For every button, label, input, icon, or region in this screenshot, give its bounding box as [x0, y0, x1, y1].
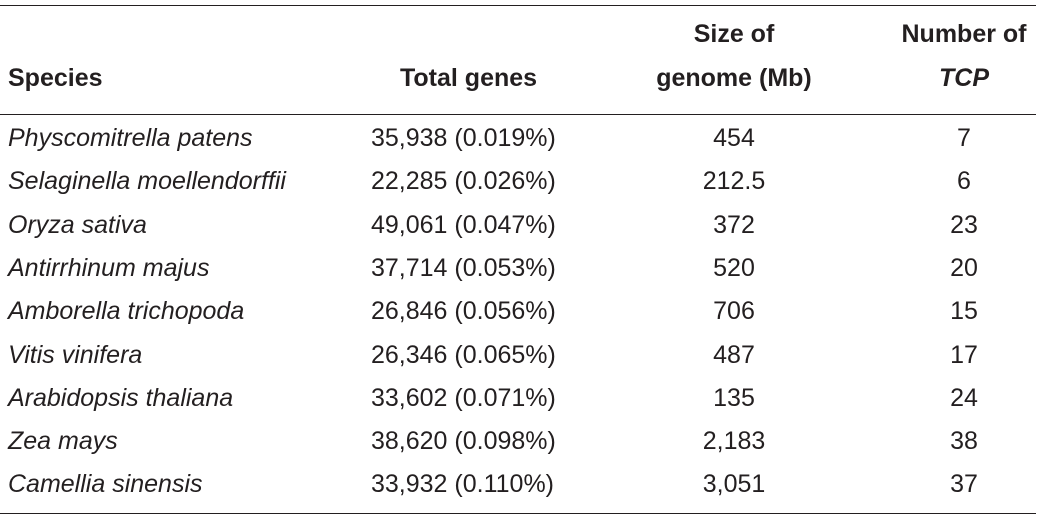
cell-species: Vitis vinifera	[8, 341, 143, 369]
table-bottom-rule	[0, 513, 1036, 514]
cell-species: Amborella trichopoda	[8, 297, 245, 325]
cell-total-genes: 22,285 (0.026%)	[371, 167, 556, 195]
cell-species: Physcomitrella patens	[8, 124, 253, 152]
cell-genome-size: 706	[713, 297, 755, 325]
header-tcp-line1: Number of	[901, 20, 1027, 48]
cell-genome-size: 3,051	[702, 470, 766, 498]
cell-total-genes: 38,620 (0.098%)	[371, 427, 556, 455]
cell-total-genes: 33,932 (0.110%)	[371, 470, 554, 498]
cell-species: Camellia sinensis	[8, 470, 203, 498]
cell-genome-size: 135	[713, 384, 755, 412]
cell-species: Zea mays	[8, 427, 118, 455]
cell-total-genes: 35,938 (0.019%)	[371, 124, 556, 152]
header-species: Species	[8, 64, 103, 92]
cell-total-genes: 33,602 (0.071%)	[371, 384, 556, 412]
cell-tcp-count: 23	[950, 211, 978, 239]
cell-tcp-count: 15	[950, 297, 978, 325]
cell-tcp-count: 37	[950, 470, 978, 498]
cell-tcp-count: 38	[950, 427, 978, 455]
cell-tcp-count: 24	[950, 384, 978, 412]
cell-species: Antirrhinum majus	[8, 254, 210, 282]
cell-tcp-count: 17	[950, 341, 978, 369]
header-genome-size-line2: genome (Mb)	[656, 64, 812, 92]
cell-genome-size: 454	[713, 124, 755, 152]
header-tcp-line2: TCP	[939, 64, 989, 92]
table-header-rule	[0, 114, 1036, 115]
cell-genome-size: 520	[713, 254, 755, 282]
cell-genome-size: 372	[713, 211, 755, 239]
cell-tcp-count: 6	[957, 167, 971, 195]
cell-species: Oryza sativa	[8, 211, 147, 239]
cell-tcp-count: 7	[957, 124, 971, 152]
cell-total-genes: 37,714 (0.053%)	[371, 254, 556, 282]
header-total-genes: Total genes	[400, 64, 538, 92]
cell-genome-size: 2,183	[702, 427, 766, 455]
table-top-rule	[0, 5, 1036, 6]
cell-total-genes: 49,061 (0.047%)	[371, 211, 556, 239]
cell-tcp-count: 20	[950, 254, 978, 282]
cell-genome-size: 487	[713, 341, 755, 369]
cell-total-genes: 26,346 (0.065%)	[371, 341, 556, 369]
cell-total-genes: 26,846 (0.056%)	[371, 297, 556, 325]
header-genome-size-line1: Size of	[693, 20, 775, 48]
cell-genome-size: 212.5	[702, 167, 766, 195]
cell-species: Arabidopsis thaliana	[8, 384, 234, 412]
cell-species: Selaginella moellendorffii	[8, 167, 286, 195]
